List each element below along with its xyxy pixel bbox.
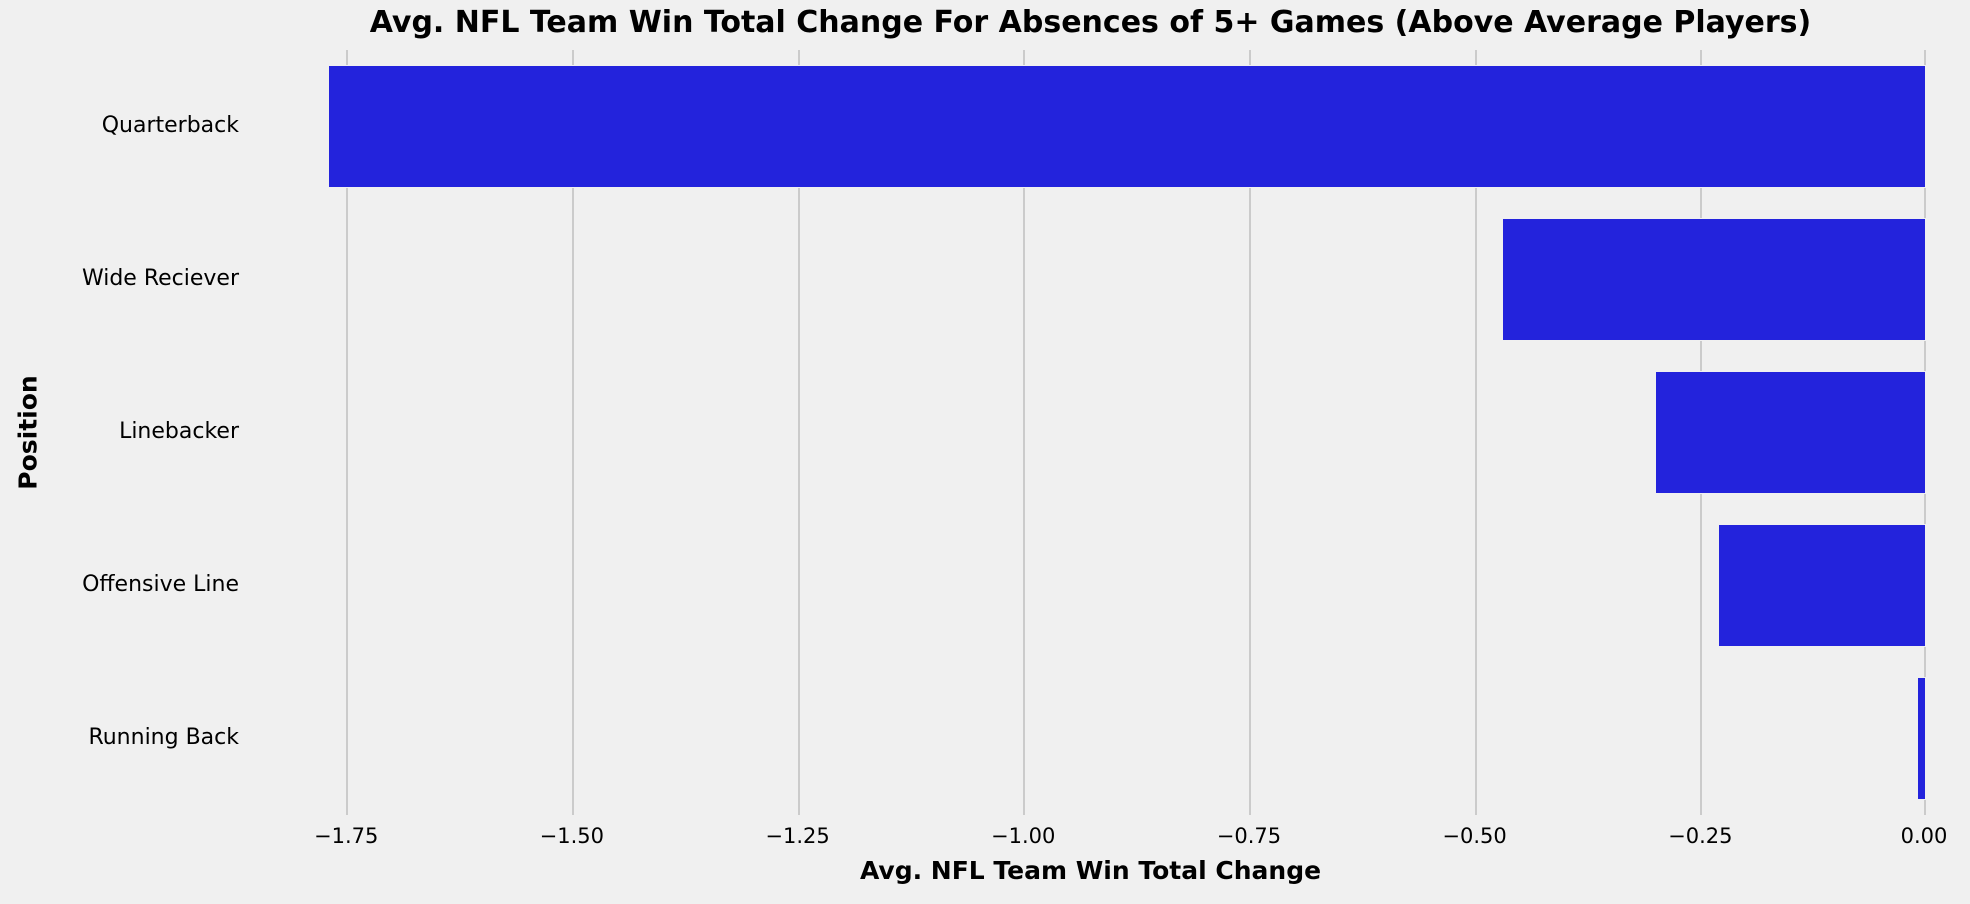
y-tick-label-linebacker: Linebacker: [119, 418, 239, 444]
y-tick-label-offensive-line: Offensive Line: [82, 571, 239, 597]
bar-quarterback: [328, 65, 1926, 188]
gridline-x--1.25: [797, 50, 800, 815]
x-tick-label--1: −1.00: [991, 824, 1056, 848]
x-tick-label--0.75: −0.75: [1216, 824, 1282, 848]
bar-linebacker: [1655, 371, 1926, 494]
x-tick-label--1.25: −1.25: [765, 824, 830, 848]
bar-running-back: [1916, 677, 1926, 800]
bar-wide-reciever: [1501, 218, 1926, 341]
y-tick-labels: Quarterback Wide Reciever Linebacker Offens…: [0, 50, 239, 815]
x-tick-label-0: 0.00: [1900, 824, 1948, 848]
x-tick-labels: −1.75 −1.50 −1.25 −1.00 −0.75 −0.50 −0.25 0.00: [255, 824, 1947, 854]
y-tick-label-running-back: Running Back: [88, 724, 239, 750]
x-tick-label--0.25: −0.25: [1668, 824, 1733, 848]
plot-area: [255, 50, 1926, 815]
chart-title: Avg. NFL Team Win Total Change For Absen…: [369, 5, 1812, 40]
gridline-x--1.75: [346, 50, 349, 815]
y-tick-label-wide-reciever: Wide Reciever: [81, 265, 239, 291]
gridline-x--1.5: [571, 50, 574, 815]
x-tick-label--0.5: −0.50: [1442, 824, 1507, 848]
gridline-x--0.5: [1474, 50, 1477, 815]
gridline-x--1: [1023, 50, 1026, 815]
y-tick-label-quarterback: Quarterback: [101, 112, 239, 138]
bar-offensive-line: [1718, 524, 1926, 647]
x-tick-label--1.75: −1.75: [313, 824, 379, 848]
x-tick-label--1.5: −1.50: [539, 824, 605, 848]
gridline-x--0.75: [1248, 50, 1251, 815]
x-axis-label: Avg. NFL Team Win Total Change: [859, 856, 1322, 885]
